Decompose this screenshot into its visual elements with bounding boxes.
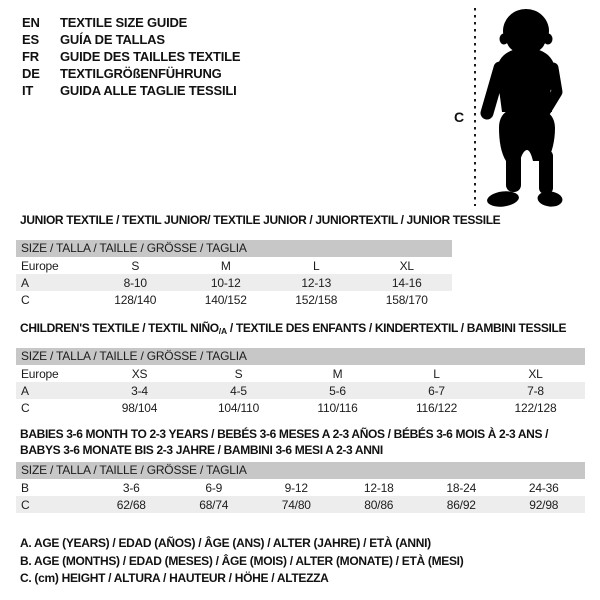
babies-table-title: BABIES 3-6 MONTH TO 2-3 YEARS / BEBÉS 3-… xyxy=(20,426,548,458)
table-row: Europe XS S M L XL xyxy=(16,365,585,382)
size-cell: 152/158 xyxy=(295,292,338,307)
junior-size-table: Europe S M L XL A 8-10 10-12 12-13 14-16 C 128/140 1… xyxy=(16,257,452,308)
row-label: A xyxy=(21,275,29,290)
baby-silhouette-icon xyxy=(480,9,563,207)
size-cell: 86/92 xyxy=(446,497,476,512)
size-cell: 7-8 xyxy=(527,383,544,398)
footnote-c: C. (cm) HEIGHT / ALTURA / HAUTEUR / HÖHE… xyxy=(20,571,329,585)
measure-label-c: C xyxy=(454,109,464,125)
lang-code: DE xyxy=(22,66,40,81)
size-cell: XL xyxy=(528,366,543,381)
size-cell: 18-24 xyxy=(446,480,477,495)
table-row: B 3-6 6-9 9-12 12-18 18-24 24-36 xyxy=(16,479,585,496)
title-subscript: /A xyxy=(218,326,227,336)
size-header-bar: SIZE / TALLA / TAILLE / GRÖSSE / TAGLIA xyxy=(16,240,452,257)
title-text: CHILDREN'S TEXTILE / TEXTIL NIÑO xyxy=(20,321,219,335)
lang-label: GUÍA DE TALLAS xyxy=(60,32,165,47)
size-cell: 6-7 xyxy=(428,383,445,398)
size-cell: M xyxy=(220,258,231,273)
lang-label: TEXTILGRÖßENFÜHRUNG xyxy=(60,66,222,81)
size-cell: 10-12 xyxy=(210,275,241,290)
table-row: A 8-10 10-12 12-13 14-16 xyxy=(16,274,452,291)
table-row: C 128/140 140/152 152/158 158/170 xyxy=(16,291,452,308)
children-table-title: CHILDREN'S TEXTILE / TEXTIL NIÑO/A / TEX… xyxy=(20,320,566,339)
size-cell: L xyxy=(313,258,320,273)
babies-table: SIZE / TALLA / TAILLE / GRÖSSE / TAGLIA … xyxy=(16,462,585,513)
lang-code: ES xyxy=(22,32,39,47)
size-cell: 12-18 xyxy=(363,480,394,495)
title-text: / TEXTILE DES ENFANTS / KINDERTEXTIL / B… xyxy=(226,321,567,335)
row-label: B xyxy=(21,480,29,495)
size-cell: 3-6 xyxy=(122,480,140,495)
size-cell: 8-10 xyxy=(123,275,147,290)
size-cell: 5-6 xyxy=(329,383,346,398)
size-cell: 12-13 xyxy=(301,275,332,290)
size-cell: 158/170 xyxy=(385,292,428,307)
row-label: C xyxy=(21,400,30,415)
row-label: C xyxy=(21,292,30,307)
lang-code: IT xyxy=(22,83,34,98)
size-cell: L xyxy=(433,366,440,381)
row-label: Europe xyxy=(21,258,59,273)
lang-row-es: ES GUÍA DE TALLAS xyxy=(22,31,240,48)
size-cell: 14-16 xyxy=(391,275,422,290)
lang-row-fr: FR GUIDE DES TAILLES TEXTILE xyxy=(22,48,241,65)
children-table: SIZE / TALLA / TAILLE / GRÖSSE / TAGLIA … xyxy=(16,348,585,416)
size-cell: 110/116 xyxy=(317,400,358,415)
lang-label: GUIDE DES TAILLES TEXTILE xyxy=(60,49,241,64)
row-label: Europe xyxy=(21,366,59,381)
title-line-2: BABYS 3-6 MONATE BIS 2-3 JAHRE / BAMBINI… xyxy=(20,443,383,457)
size-cell: 6-9 xyxy=(205,480,223,495)
size-header-bar: SIZE / TALLA / TAILLE / GRÖSSE / TAGLIA xyxy=(16,462,585,479)
size-cell: S xyxy=(131,258,140,273)
footnote-b: B. AGE (MONTHS) / EDAD (MESES) / ÂGE (MO… xyxy=(20,553,464,568)
size-header-bar: SIZE / TALLA / TAILLE / GRÖSSE / TAGLIA xyxy=(16,348,585,365)
lang-code: EN xyxy=(22,15,40,30)
size-cell: XS xyxy=(131,366,148,381)
lang-row-de: DE TEXTILGRÖßENFÜHRUNG xyxy=(22,65,240,82)
size-cell: 68/74 xyxy=(199,497,229,512)
language-guide: EN TEXTILE SIZE GUIDE ES GUÍA DE TALLAS … xyxy=(22,14,241,99)
table-row: C 98/104 104/110 110/116 116/122 122/128 xyxy=(16,399,585,416)
size-cell: 122/128 xyxy=(514,400,557,415)
size-cell: 140/152 xyxy=(204,292,247,307)
table-row: C 62/68 68/74 74/80 80/86 86/92 92/98 xyxy=(16,496,585,513)
size-cell: XL xyxy=(399,258,414,273)
size-cell: 98/104 xyxy=(121,400,158,415)
size-cell: S xyxy=(234,366,243,381)
size-cell: M xyxy=(332,366,343,381)
table-row: A 3-4 4-5 5-6 6-7 7-8 xyxy=(16,382,585,399)
size-cell: 74/80 xyxy=(281,497,311,512)
babies-size-table: B 3-6 6-9 9-12 12-18 18-24 24-36 C 62/68 68/74 74/… xyxy=(16,479,585,513)
lang-label: GUIDA ALLE TAGLIE TESSILI xyxy=(60,83,237,98)
size-cell: 9-12 xyxy=(284,480,308,495)
lang-row-en: EN TEXTILE SIZE GUIDE xyxy=(22,14,240,31)
size-figure: C xyxy=(440,0,600,214)
size-cell: 128/140 xyxy=(114,292,157,307)
row-label: A xyxy=(21,383,29,398)
children-size-table: Europe XS S M L XL A 3-4 4-5 5-6 6-7 7-8 C 98/104 104/… xyxy=(16,365,585,416)
title-line-1: BABIES 3-6 MONTH TO 2-3 YEARS / BEBÉS 3-… xyxy=(20,427,549,441)
footnotes: A. AGE (YEARS) / EDAD (AÑOS) / ÂGE (ANS)… xyxy=(20,535,464,588)
size-cell: 4-5 xyxy=(230,383,247,398)
size-cell: 24-36 xyxy=(528,480,559,495)
junior-table-title: JUNIOR TEXTILE / TEXTIL JUNIOR/ TEXTILE … xyxy=(20,213,501,227)
size-cell: 92/98 xyxy=(529,497,559,512)
size-cell: 3-4 xyxy=(131,383,148,398)
lang-label: TEXTILE SIZE GUIDE xyxy=(60,15,188,30)
lang-row-it: IT GUIDA ALLE TAGLIE TESSILI xyxy=(22,82,240,99)
footnote-a: A. AGE (YEARS) / EDAD (AÑOS) / ÂGE (ANS)… xyxy=(20,536,431,550)
size-cell: 80/86 xyxy=(364,497,394,512)
junior-table: SIZE / TALLA / TAILLE / GRÖSSE / TAGLIA … xyxy=(16,240,452,308)
size-cell: 116/122 xyxy=(415,400,458,415)
size-cell: 104/110 xyxy=(217,400,260,415)
lang-code: FR xyxy=(22,49,39,64)
row-label: C xyxy=(21,497,30,512)
size-cell: 62/68 xyxy=(116,497,146,512)
table-row: Europe S M L XL xyxy=(16,257,452,274)
